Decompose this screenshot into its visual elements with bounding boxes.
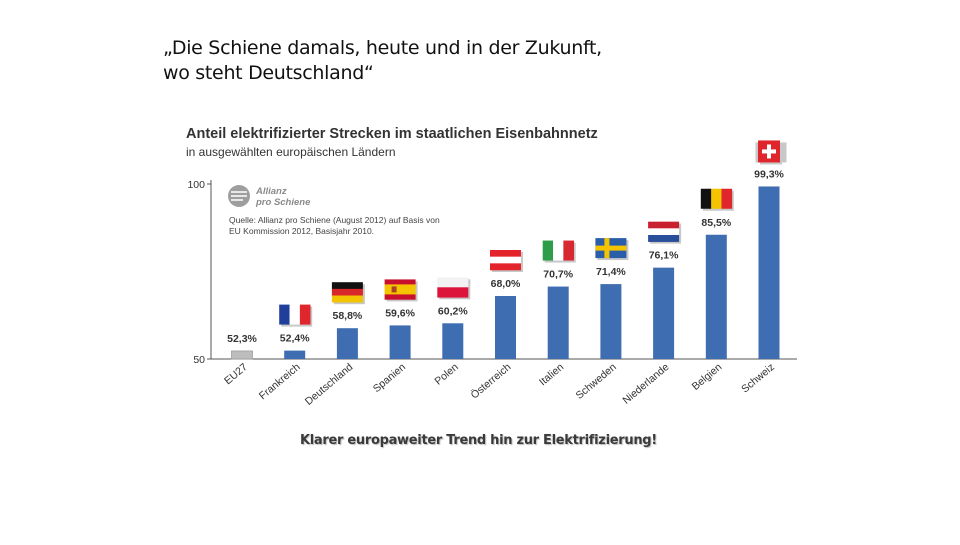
netherlands-flag-icon bbox=[648, 221, 682, 244]
category-label-spanien: Spanien bbox=[371, 361, 408, 395]
category-label-schweiz: Schweiz bbox=[739, 361, 777, 395]
belgium-flag-icon bbox=[700, 188, 734, 211]
value-label-schweden: 71,4% bbox=[596, 266, 626, 278]
slide-title: „Die Schiene damals, heute und in der Zu… bbox=[163, 36, 723, 86]
poland-flag-icon bbox=[437, 277, 471, 300]
italy-flag-icon bbox=[542, 240, 576, 263]
chart-title: Anteil elektrifizierter Strecken im staa… bbox=[186, 126, 598, 142]
category-label-italien: Italien bbox=[537, 361, 566, 388]
value-label-belgien: 85,5% bbox=[701, 217, 731, 229]
bar-polen bbox=[442, 323, 464, 359]
source-logo-line1: Allianz bbox=[255, 186, 287, 197]
bar-group bbox=[231, 186, 780, 360]
value-label-spanien: 59,6% bbox=[385, 307, 415, 319]
value-label-schweiz: 99,3% bbox=[754, 168, 784, 180]
france-flag-icon bbox=[279, 304, 313, 327]
category-label-group: EU27 Frankreich Deutschland Spanien Polen Öst… bbox=[222, 361, 777, 408]
bar-oesterreich bbox=[495, 296, 516, 359]
bar-niederlande bbox=[653, 267, 675, 359]
value-label-italien: 70,7% bbox=[543, 269, 573, 281]
bar-deutschland bbox=[336, 328, 358, 359]
bar-frankreich bbox=[284, 350, 306, 359]
y-tick-label-100: 100 bbox=[187, 179, 205, 191]
chart-subtitle: in ausgewählten europäischen Ländern bbox=[186, 145, 396, 159]
bar-belgien bbox=[705, 234, 727, 359]
value-label-frankreich: 52,4% bbox=[280, 333, 310, 345]
bar-schweden bbox=[600, 284, 622, 359]
category-label-niederlande: Niederlande bbox=[620, 361, 671, 407]
source-line1: Quelle: Allianz pro Schiene (August 2012… bbox=[229, 215, 440, 225]
value-label-niederlande: 76,1% bbox=[649, 250, 679, 262]
category-label-oesterreich: Österreich bbox=[469, 361, 514, 401]
allianz-logo-swoosh bbox=[231, 191, 247, 201]
category-label-schweden: Schweden bbox=[574, 361, 619, 402]
value-label-group: 52,3% 52,4% 58,8% 59,6% 60,2% 68,0% 70,7% 71,4%… bbox=[227, 168, 784, 345]
switzerland-flag-icon bbox=[755, 140, 787, 165]
source-logo-line2: pro Schiene bbox=[255, 197, 311, 208]
flag-group bbox=[279, 140, 787, 327]
slide-caption: Klarer europaweiter Trend hin zur Elektr… bbox=[300, 433, 657, 448]
austria-flag-icon bbox=[490, 250, 523, 272]
value-label-polen: 60,2% bbox=[438, 305, 468, 317]
sweden-flag-icon bbox=[595, 238, 629, 261]
value-label-oesterreich: 68,0% bbox=[491, 278, 521, 290]
y-tick-label-50: 50 bbox=[193, 354, 205, 366]
slide-title-line2: wo steht Deutschland“ bbox=[163, 62, 374, 84]
category-label-deutschland: Deutschland bbox=[303, 361, 356, 408]
spain-flag-icon bbox=[384, 279, 418, 302]
source-line2: EU Kommission 2012, Basisjahr 2010. bbox=[229, 226, 374, 236]
category-label-belgien: Belgien bbox=[690, 361, 725, 393]
bar-eu27 bbox=[231, 350, 253, 360]
slide-title-line1: „Die Schiene damals, heute und in der Zu… bbox=[163, 37, 602, 59]
germany-flag-icon bbox=[331, 282, 365, 305]
bar-spanien bbox=[389, 325, 411, 359]
category-label-frankreich: Frankreich bbox=[257, 361, 303, 402]
bar-schweiz bbox=[758, 186, 780, 359]
value-label-deutschland: 58,8% bbox=[333, 310, 363, 322]
value-label-eu27: 52,3% bbox=[227, 333, 257, 345]
category-label-eu27: EU27 bbox=[222, 361, 250, 387]
source-logo: Allianz pro Schiene bbox=[228, 185, 311, 208]
bar-italien bbox=[547, 286, 569, 359]
category-label-polen: Polen bbox=[432, 361, 460, 388]
